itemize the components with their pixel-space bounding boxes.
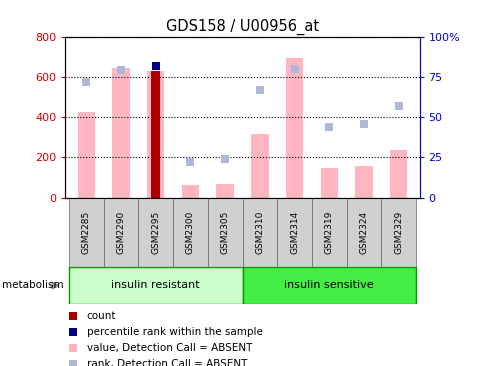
- Bar: [104, 198, 138, 267]
- Bar: [251, 134, 268, 198]
- Bar: [242, 198, 277, 267]
- Text: GSM2300: GSM2300: [185, 211, 195, 254]
- Bar: [138, 198, 173, 267]
- Bar: [147, 71, 164, 198]
- Text: GSM2290: GSM2290: [116, 211, 125, 254]
- Bar: [216, 183, 233, 198]
- Bar: [346, 198, 380, 267]
- Text: rank, Detection Call = ABSENT: rank, Detection Call = ABSENT: [87, 359, 246, 366]
- Bar: [151, 71, 160, 198]
- Text: GSM2319: GSM2319: [324, 211, 333, 254]
- Text: GSM2310: GSM2310: [255, 211, 264, 254]
- Bar: [207, 198, 242, 267]
- Text: GSM2295: GSM2295: [151, 211, 160, 254]
- Bar: [380, 198, 415, 267]
- Text: count: count: [87, 311, 116, 321]
- Title: GDS158 / U00956_at: GDS158 / U00956_at: [166, 19, 318, 35]
- Bar: [311, 198, 346, 267]
- Bar: [355, 167, 372, 198]
- Bar: [173, 198, 207, 267]
- Text: metabolism: metabolism: [2, 280, 64, 291]
- Bar: [285, 58, 302, 198]
- Text: value, Detection Call = ABSENT: value, Detection Call = ABSENT: [87, 343, 252, 353]
- Text: insulin resistant: insulin resistant: [111, 280, 199, 291]
- Bar: [69, 267, 242, 304]
- Bar: [242, 267, 415, 304]
- Text: GSM2329: GSM2329: [393, 211, 402, 254]
- Bar: [182, 184, 199, 198]
- Bar: [389, 150, 407, 198]
- Bar: [277, 198, 311, 267]
- Text: GSM2324: GSM2324: [359, 211, 368, 254]
- Bar: [77, 112, 95, 198]
- Bar: [320, 168, 337, 198]
- Text: GSM2305: GSM2305: [220, 211, 229, 254]
- Text: GSM2314: GSM2314: [289, 211, 299, 254]
- Text: insulin sensitive: insulin sensitive: [284, 280, 373, 291]
- Text: GSM2285: GSM2285: [82, 211, 91, 254]
- Bar: [112, 68, 129, 198]
- Text: percentile rank within the sample: percentile rank within the sample: [87, 327, 262, 337]
- Bar: [69, 198, 104, 267]
